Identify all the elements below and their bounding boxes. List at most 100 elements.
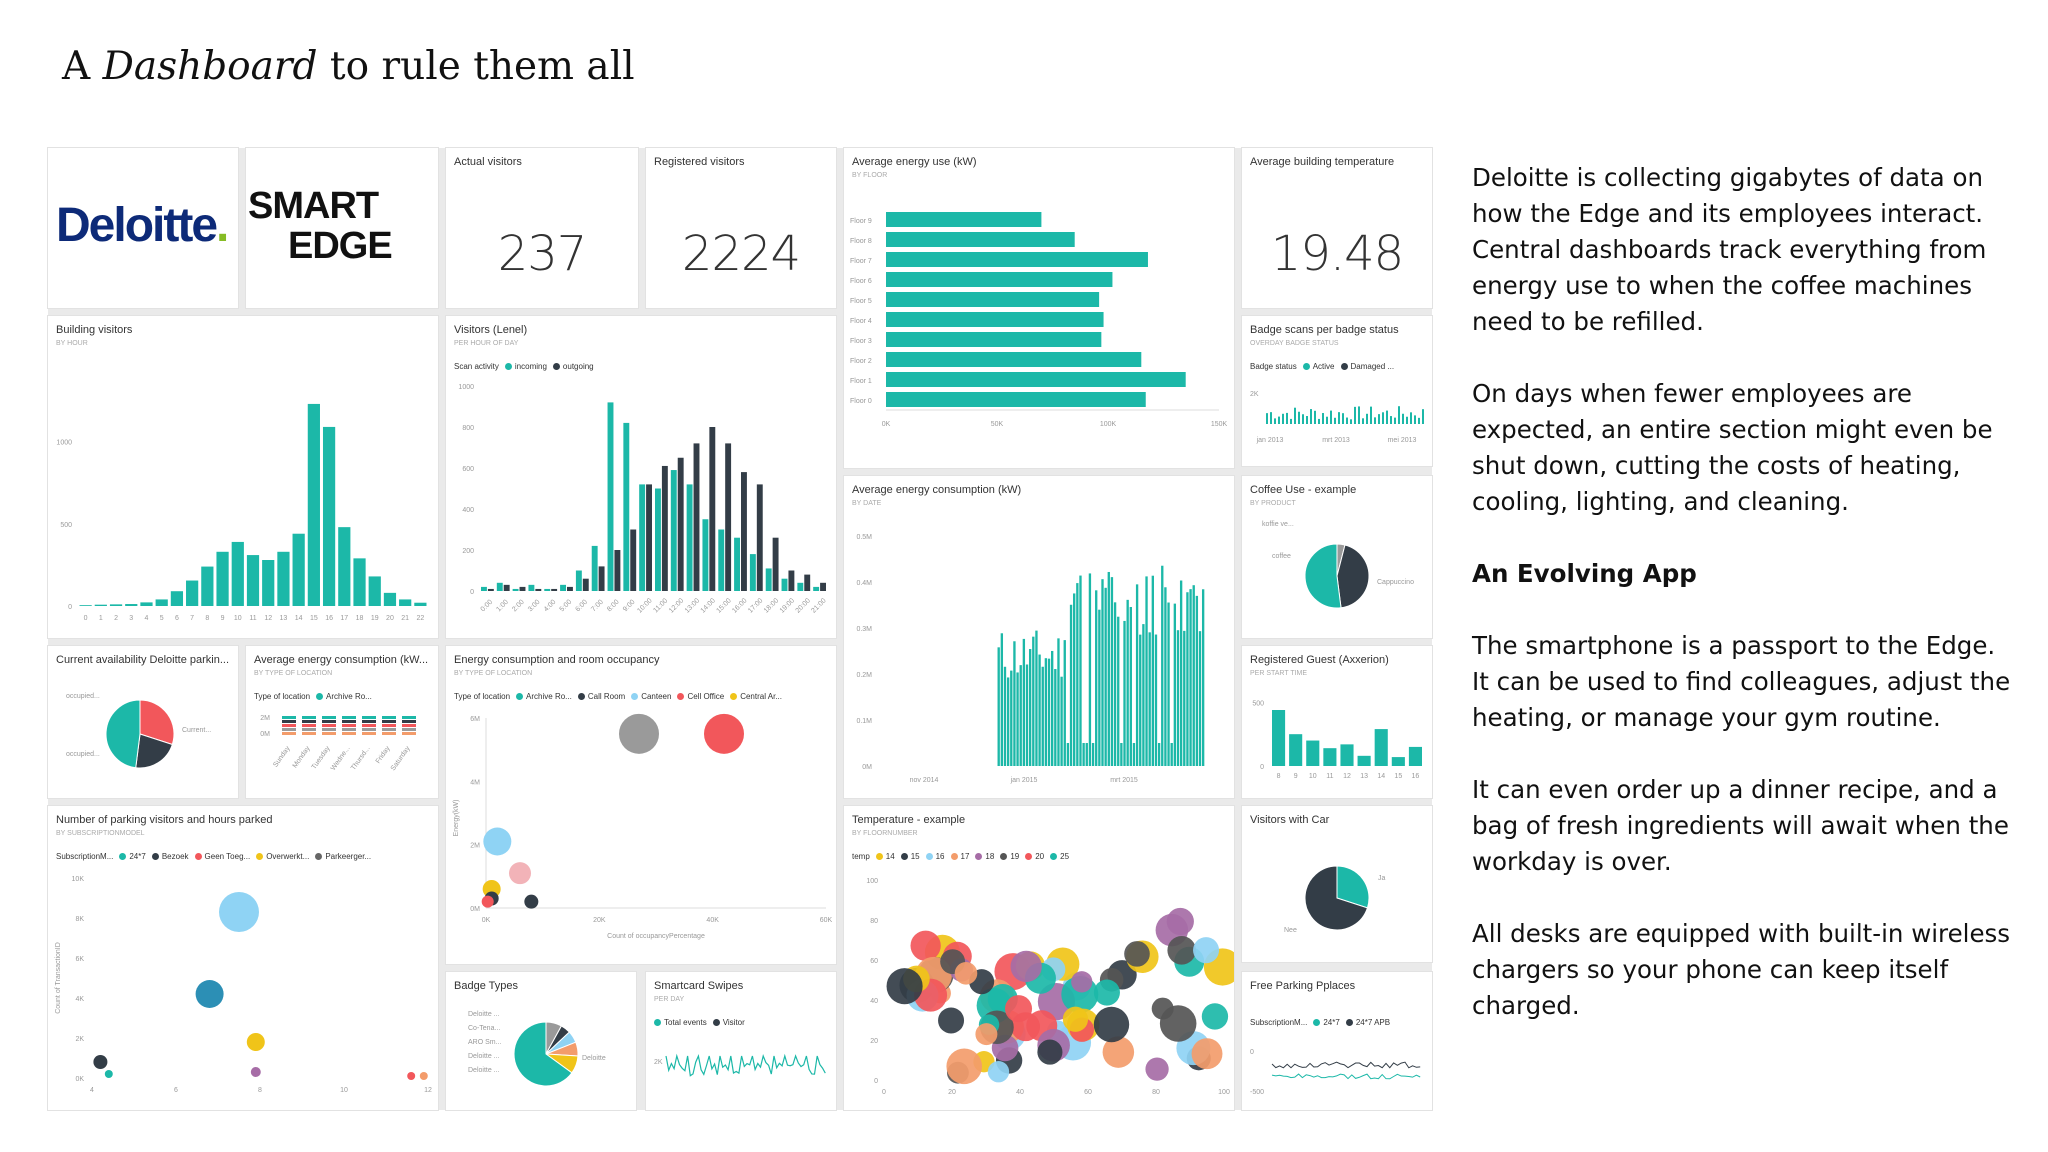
deloitte-logo-tile: Deloitte.	[48, 148, 238, 308]
temperature-bubble	[910, 930, 941, 961]
energy-room-tile[interactable]: Energy consumption and room occupancy BY…	[446, 646, 836, 964]
chart-legend: Type of location Archive Ro... Call Room Ca…	[454, 692, 782, 701]
registered-visitors-tile[interactable]: Registered visitors 2224	[646, 148, 836, 308]
legend-dot	[504, 363, 512, 370]
swipes-line	[665, 1053, 826, 1077]
temperature-bubble	[987, 1061, 1010, 1083]
x-tick-label: 40	[1016, 1089, 1024, 1096]
parking-bubble	[250, 1067, 261, 1077]
x-tick-label: 150K	[1211, 421, 1228, 428]
visitors-car-tile[interactable]: Visitors with Car Ja Nee	[1242, 806, 1432, 962]
tile-subtitle: PER DAY	[654, 996, 685, 1003]
energy-day-bar	[1195, 595, 1199, 766]
tile-subtitle: BY SUBSCRIPTIONMODEL	[56, 830, 145, 837]
stack-segment	[282, 716, 296, 719]
energy-day-bar	[1095, 590, 1098, 766]
energy-day-bar	[1135, 584, 1139, 766]
y-tick-label: 6K	[75, 956, 84, 963]
stack-segment	[342, 716, 356, 719]
x-tick-label: 9	[1294, 773, 1298, 780]
parking-availability-tile[interactable]: Current availability Deloitte parkin... …	[48, 646, 238, 798]
y-tick-label: 40	[870, 998, 878, 1005]
y-tick-label: 100	[866, 878, 878, 885]
x-tick-label: Monday	[292, 745, 312, 770]
visitors-bar	[582, 578, 589, 591]
visitors-bar	[528, 584, 535, 591]
stack-segment	[302, 732, 316, 735]
smart-edge-logo: SMART EDGE	[248, 186, 393, 266]
building-temperature-tile[interactable]: Average building temperature 19.48	[1242, 148, 1432, 308]
y-tick-label: 500	[1252, 700, 1264, 707]
smart-edge-logo-tile: SMART EDGE	[246, 148, 438, 308]
temperature-bubble	[1037, 1039, 1063, 1065]
parking-bubble	[104, 1070, 113, 1078]
actual-visitors-tile[interactable]: Actual visitors 237	[446, 148, 638, 308]
floor-bar	[886, 252, 1148, 267]
smartcard-swipes-tile[interactable]: Smartcard Swipes PER DAY Total events Vis…	[646, 972, 836, 1110]
pie-label: koffie ve...	[1262, 521, 1294, 528]
category-label: Floor 4	[850, 318, 872, 325]
scan-bar	[1330, 410, 1332, 424]
scan-bar	[1366, 413, 1368, 424]
energy-day-bar	[1088, 573, 1092, 766]
parking-visitors-tile[interactable]: Number of parking visitors and hours par…	[48, 806, 438, 1110]
tile-title: Registered Guest (Axxerion)	[1250, 654, 1389, 666]
hour-bar	[399, 599, 412, 606]
scan-bar	[1298, 411, 1300, 424]
coffee-use-tile[interactable]: Coffee Use - example BY PRODUCT koffie v…	[1242, 476, 1432, 638]
x-tick-label: mei 2013	[1388, 437, 1417, 444]
legend-item: 24*7	[129, 852, 146, 861]
scan-bar	[1406, 416, 1408, 424]
legend-dot	[975, 853, 983, 860]
temperature-bubble	[946, 1048, 983, 1085]
energy-day-bar	[1110, 577, 1114, 766]
room-bubble	[509, 862, 531, 885]
legend-label: Type of location	[254, 692, 311, 701]
scan-bar	[1378, 414, 1380, 424]
scan-bar	[1414, 415, 1416, 424]
energy-day-bar	[1057, 638, 1060, 766]
chart-legend: SubscriptionM... 24*7 Bezoek Geen Toeg... Ov…	[56, 852, 371, 861]
y-tick-label: 2K	[75, 1036, 84, 1043]
kpi-value: 237	[497, 226, 588, 282]
badge-types-tile[interactable]: Badge Types Deloitte ... Co-Tena... ARO Sm…	[446, 972, 636, 1110]
chart-legend: Scan activity incoming outgoing	[454, 362, 594, 371]
car-slice	[1336, 865, 1370, 909]
y-tick-label: 0.2M	[856, 672, 872, 679]
x-tick-label: 0:00	[480, 599, 495, 614]
energy-day-bar	[1179, 580, 1183, 766]
legend-label: SubscriptionM...	[56, 852, 114, 861]
stack-segment	[362, 732, 376, 735]
legend-dot	[256, 853, 264, 860]
energy-day-bar	[1069, 604, 1073, 766]
badge-scans-tile[interactable]: Badge scans per badge status OVERDAY BAD…	[1242, 316, 1432, 466]
legend-item: Overwerkt...	[266, 852, 310, 861]
registered-guest-tile[interactable]: Registered Guest (Axxerion) PER START TI…	[1242, 646, 1432, 798]
x-tick-label: 2:00	[511, 599, 526, 614]
visitors-bar	[677, 457, 684, 591]
visitors-lenel-tile[interactable]: Visitors (Lenel) PER HOUR OF DAY Scan ac…	[446, 316, 836, 638]
energy-consumption-date-tile[interactable]: Average energy consumption (kW) BY DATE …	[844, 476, 1234, 798]
scan-bar	[1338, 412, 1340, 424]
legend-item: Parkeerger...	[325, 852, 372, 861]
temperature-tile[interactable]: Temperature - example BY FLOORNUMBER tem…	[844, 806, 1234, 1110]
energy-use-floor-tile[interactable]: Average energy use (kW) BY FLOOR Floor 9…	[844, 148, 1234, 468]
energy-day-bar	[1016, 672, 1019, 766]
energy-day-bar	[1145, 576, 1148, 766]
legend-item: 25	[1060, 852, 1070, 861]
energy-location-tile[interactable]: Average energy consumption (kW... BY TYP…	[246, 646, 438, 798]
stack-segment	[302, 724, 316, 727]
scan-bar	[1290, 418, 1292, 424]
hour-bar	[109, 604, 123, 606]
tile-subtitle: PER HOUR OF DAY	[454, 340, 519, 347]
x-tick-label: 12	[1343, 773, 1351, 780]
energy-day-bar	[1047, 658, 1051, 766]
temperature-bubble	[1193, 937, 1220, 964]
pie-label: Co-Tena...	[468, 1025, 500, 1032]
visitors-bar	[813, 586, 820, 591]
building-visitors-tile[interactable]: Building visitors BY HOUR 0 500 1000 0 1 2 3 4 5…	[48, 316, 438, 638]
free-parking-tile[interactable]: Free Parking Pplaces SubscriptionM... 24*…	[1242, 972, 1432, 1110]
y-tick-label: 2K	[1250, 391, 1259, 398]
y-tick-label: 0M	[260, 731, 270, 738]
hour-bar	[353, 558, 366, 606]
